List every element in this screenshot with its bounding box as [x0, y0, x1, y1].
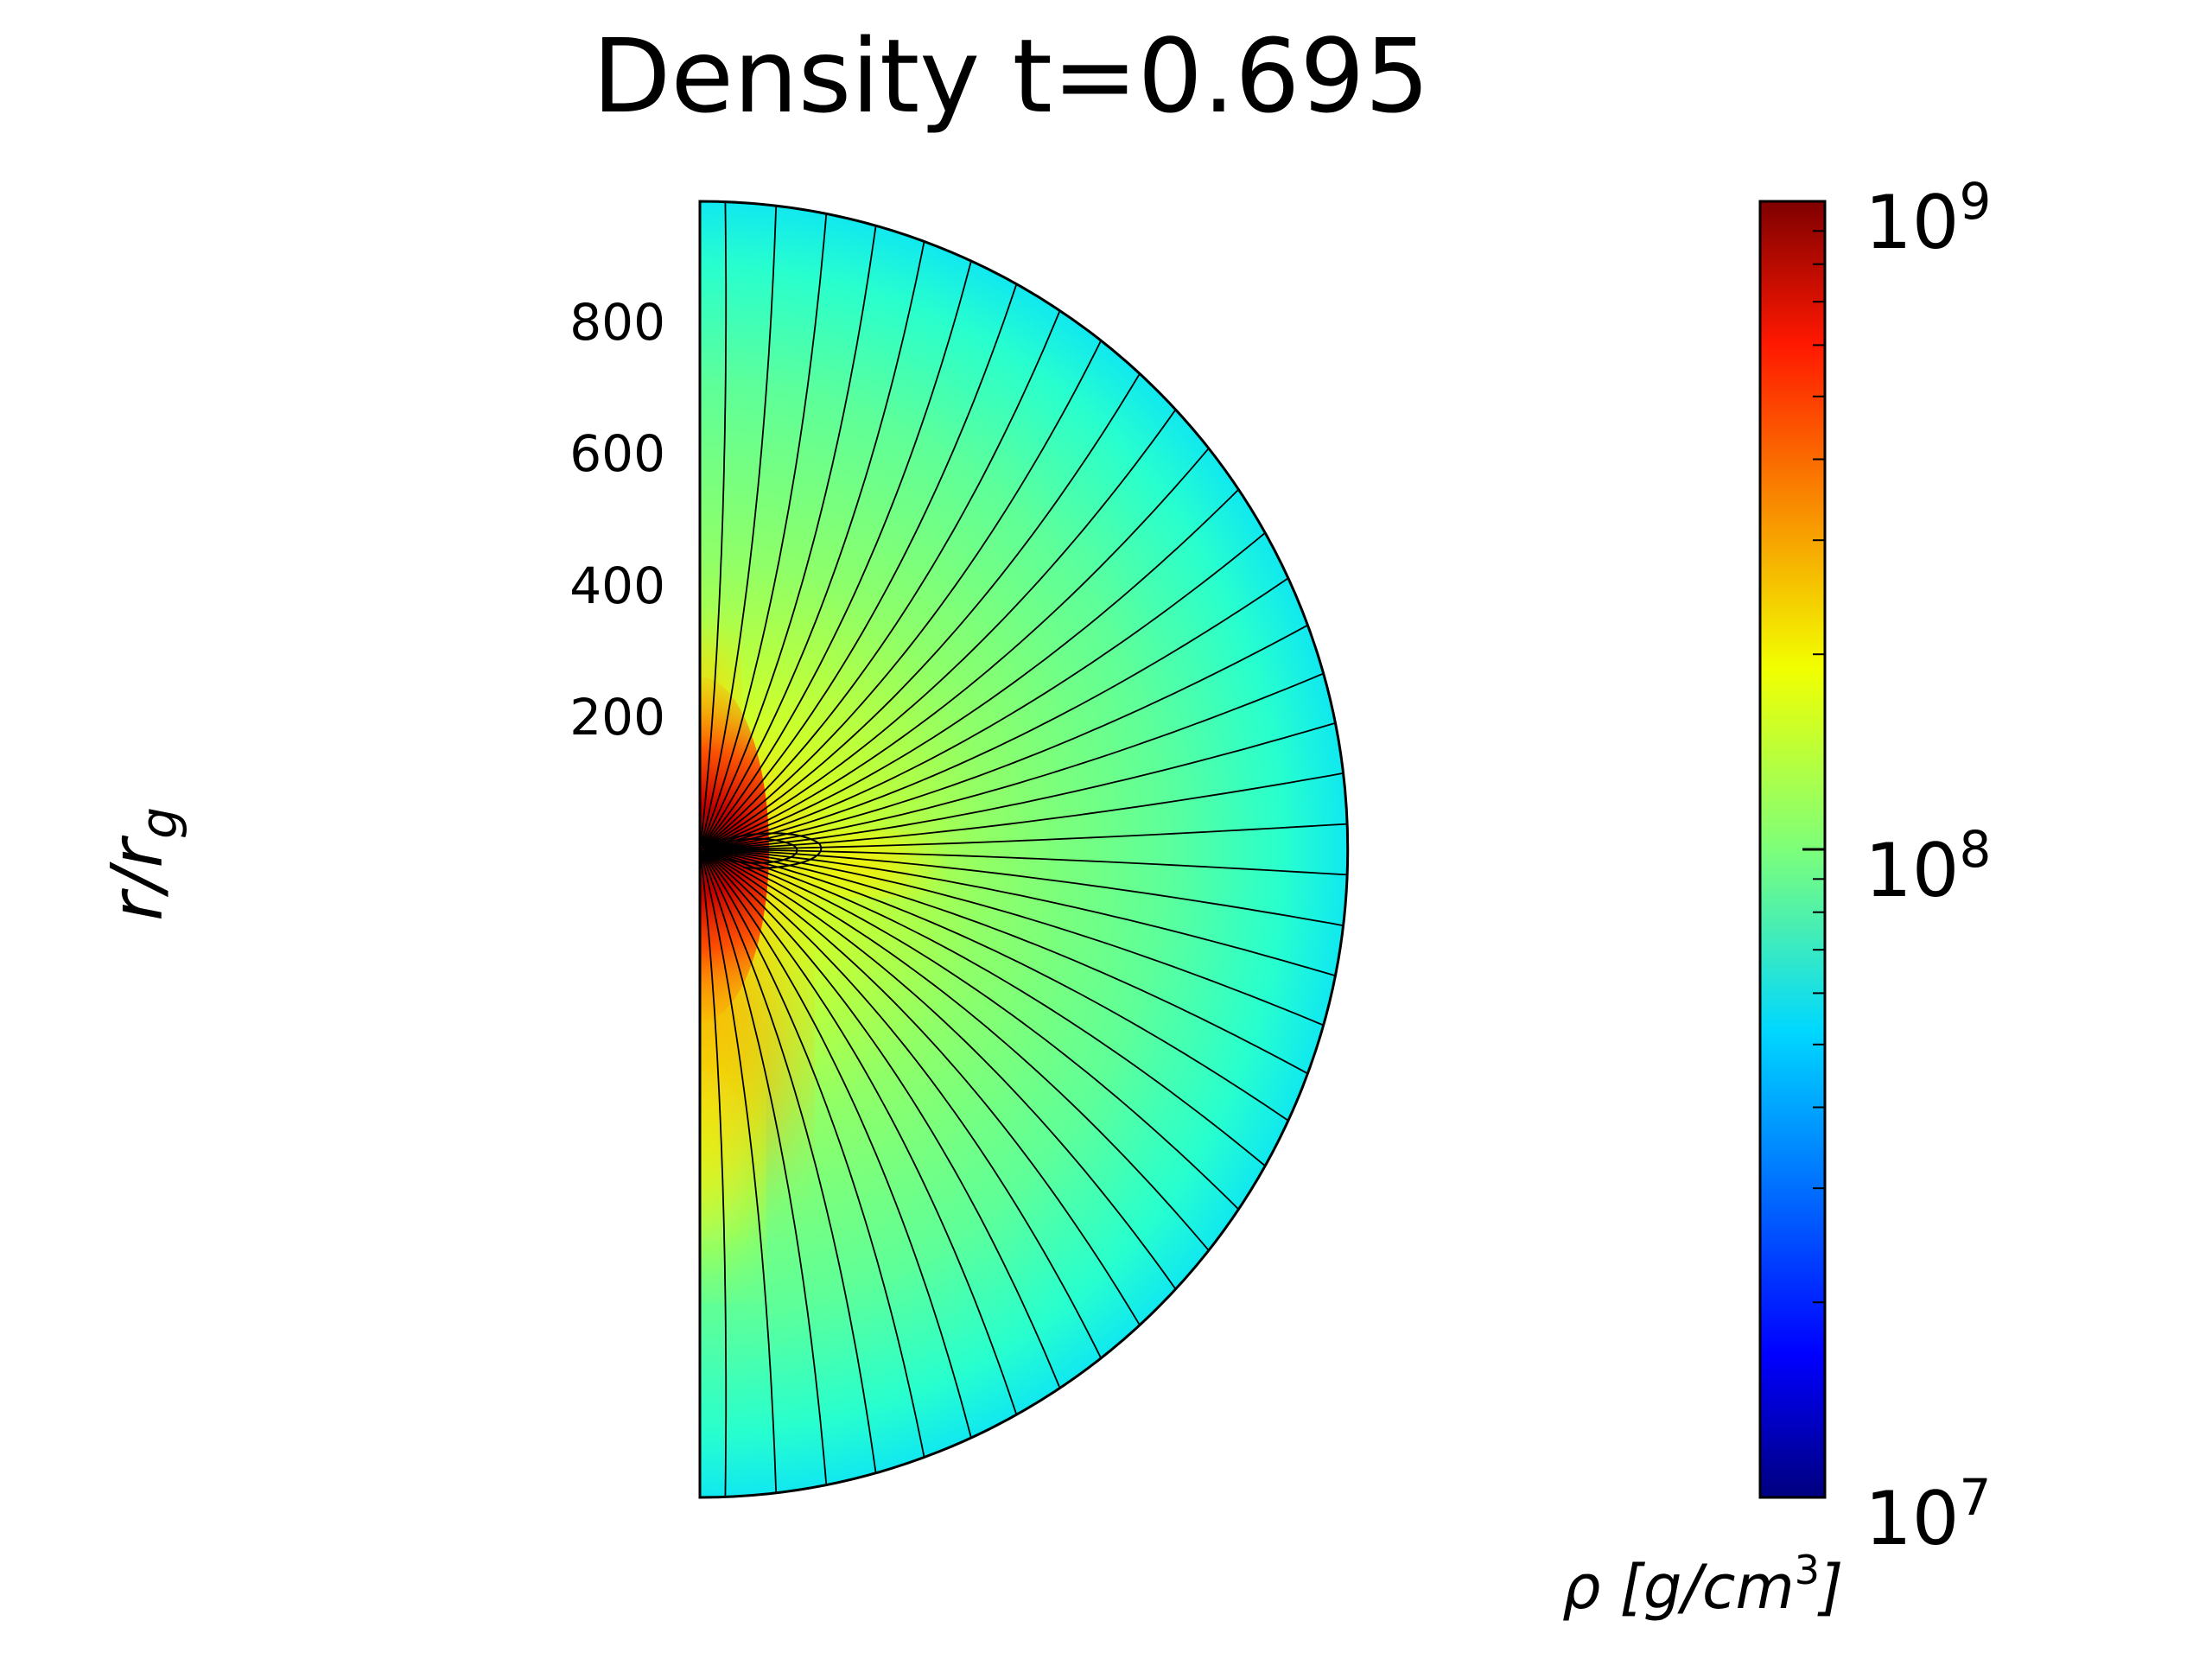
- colorbar-tick-label-1e7: 107: [1865, 1454, 1991, 1562]
- chart-title: Density t=0.695: [592, 16, 1430, 136]
- field-line: [702, 849, 1177, 1290]
- field-line: [702, 849, 1210, 1251]
- field-line: [702, 531, 1266, 850]
- field-loop-outer: [701, 832, 823, 869]
- field-line: [700, 852, 778, 1493]
- field-line: [702, 448, 1210, 849]
- domain-outline: [698, 200, 1350, 1499]
- density-field: [700, 201, 1348, 1497]
- field-line: [700, 852, 828, 1485]
- colorbar-tick-exp-1e9: 9: [1959, 172, 1992, 231]
- field-line: [701, 851, 925, 1458]
- colorbar-tick-exp-1e7: 7: [1959, 1468, 1992, 1527]
- field-line: [702, 849, 1348, 876]
- field-line: [702, 260, 972, 848]
- field-line: [702, 849, 1240, 1211]
- field-line: [702, 823, 1348, 850]
- field-line: [702, 772, 1344, 850]
- field-line: [702, 851, 972, 1439]
- field-line: [702, 850, 1061, 1389]
- field-line: [700, 201, 728, 847]
- field-line: [702, 340, 1103, 849]
- field-line: [702, 850, 1103, 1359]
- field-line: [702, 850, 1018, 1415]
- field-line: [700, 206, 778, 847]
- field-line: [700, 213, 828, 847]
- y-tick-label-200: 200: [569, 688, 665, 747]
- field-line: [700, 852, 728, 1497]
- field-line: [702, 849, 1309, 1075]
- colorbar-tick-base-1e9: 10: [1865, 180, 1960, 266]
- field-line: [702, 488, 1240, 849]
- field-line: [702, 849, 1325, 1027]
- field-line: [701, 852, 877, 1473]
- colorbar-label: ρ [g/cm3]: [1562, 1531, 1843, 1626]
- field-line: [702, 849, 1141, 1326]
- field-line: [701, 241, 925, 848]
- field-line: [702, 672, 1325, 850]
- field-line: [702, 849, 1266, 1167]
- colorbar-label-exp: 3: [1794, 1547, 1820, 1593]
- field-line: [702, 283, 1018, 849]
- y-tick-label-600: 600: [569, 424, 665, 483]
- colorbar-tick-base-1e8: 10: [1865, 828, 1960, 914]
- y-tick-label-800: 800: [569, 293, 665, 352]
- field-lines: [700, 201, 1348, 1497]
- field-line: [701, 226, 877, 847]
- field-line: [702, 409, 1177, 849]
- field-loop: [701, 837, 798, 864]
- field-line: [702, 849, 1289, 1122]
- field-line: [702, 577, 1289, 850]
- colorbar-tick-exp-1e8: 8: [1959, 820, 1992, 879]
- y-tick-label-400: 400: [569, 556, 665, 615]
- colorbar-tick-base-1e7: 10: [1865, 1476, 1960, 1562]
- field-line: [702, 849, 1344, 927]
- field-line: [702, 624, 1309, 850]
- colorbar-label-suffix: ]: [1819, 1552, 1844, 1623]
- colorbar-tick-label-1e9: 109: [1865, 158, 1991, 266]
- field-line: [702, 310, 1061, 849]
- field-line: [702, 372, 1141, 849]
- colorbar-tick-label-1e8: 108: [1865, 806, 1991, 914]
- colorbar-label-prefix: ρ [g/cm: [1562, 1552, 1795, 1623]
- colorbar-ticks: [1802, 200, 1825, 1499]
